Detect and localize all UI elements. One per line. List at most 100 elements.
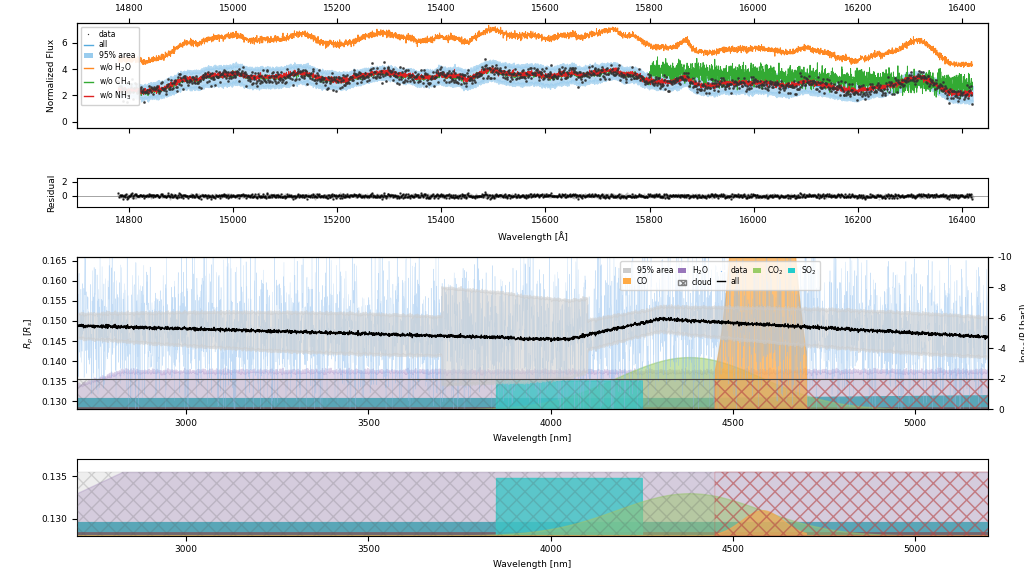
Point — [122, 190, 138, 199]
Point — [343, 192, 359, 201]
Point — [779, 192, 796, 201]
Point — [572, 190, 589, 199]
Point — [118, 78, 134, 88]
Point — [437, 71, 454, 81]
Point — [561, 192, 578, 201]
Point — [629, 191, 645, 200]
Point — [467, 190, 483, 199]
Point — [560, 191, 577, 200]
Point — [375, 191, 391, 200]
Point — [937, 191, 953, 200]
Point — [640, 70, 656, 79]
Point — [691, 76, 708, 85]
Point — [505, 69, 521, 78]
Point — [674, 190, 690, 199]
Point — [404, 75, 421, 85]
Point — [571, 192, 588, 201]
Point — [484, 191, 501, 200]
Point — [583, 66, 599, 75]
Point — [167, 190, 183, 199]
Point — [573, 192, 590, 202]
Point — [964, 191, 980, 200]
Point — [817, 192, 834, 201]
Point — [720, 191, 736, 200]
Point — [684, 191, 700, 200]
Point — [821, 85, 838, 94]
Point — [322, 78, 338, 88]
Point — [568, 192, 585, 202]
Point — [679, 192, 695, 202]
Point — [877, 192, 893, 201]
Point — [962, 191, 978, 200]
Point — [201, 191, 217, 200]
Point — [125, 192, 141, 202]
Point — [647, 78, 664, 88]
Point — [160, 74, 176, 83]
Point — [889, 78, 905, 87]
Point — [119, 191, 135, 200]
Point — [927, 193, 943, 202]
Point — [276, 192, 293, 202]
Point — [157, 192, 173, 201]
Point — [726, 192, 742, 201]
Point — [337, 190, 353, 199]
Point — [577, 190, 593, 199]
Point — [812, 191, 828, 200]
Point — [792, 69, 808, 78]
Point — [551, 65, 567, 74]
Point — [221, 192, 238, 202]
Point — [634, 191, 650, 200]
Point — [534, 65, 550, 74]
Point — [353, 193, 370, 202]
Point — [456, 190, 472, 199]
Point — [547, 71, 563, 81]
Point — [559, 191, 575, 200]
Point — [529, 65, 546, 74]
Point — [386, 70, 402, 79]
Point — [255, 65, 271, 74]
Point — [598, 192, 614, 202]
Point — [388, 192, 404, 201]
Point — [256, 192, 272, 201]
Point — [783, 190, 800, 199]
Point — [231, 193, 248, 202]
Point — [647, 192, 664, 201]
Point — [397, 190, 414, 199]
Point — [184, 190, 201, 199]
Point — [215, 71, 231, 81]
Point — [635, 192, 651, 201]
Point — [205, 74, 221, 84]
Point — [621, 191, 637, 200]
Point — [906, 192, 923, 201]
Point — [328, 192, 344, 201]
Point — [515, 192, 531, 201]
Point — [121, 191, 137, 200]
Point — [145, 192, 162, 201]
Point — [202, 70, 218, 79]
Point — [713, 191, 729, 200]
Point — [808, 192, 824, 201]
Point — [274, 192, 291, 201]
Point — [769, 192, 785, 201]
Point — [635, 74, 651, 83]
Point — [381, 65, 397, 74]
Point — [201, 191, 217, 200]
Point — [243, 70, 259, 79]
Point — [923, 191, 939, 200]
Point — [397, 192, 414, 201]
Point — [699, 190, 716, 199]
Point — [731, 191, 748, 200]
Point — [764, 190, 780, 199]
Point — [246, 74, 262, 84]
Point — [455, 71, 471, 80]
Point — [866, 193, 883, 202]
Point — [211, 70, 227, 79]
Point — [602, 68, 618, 77]
Point — [279, 65, 295, 74]
Point — [311, 191, 328, 200]
Point — [658, 191, 675, 200]
Point — [618, 190, 635, 199]
Point — [891, 78, 907, 88]
Point — [246, 192, 262, 201]
Point — [283, 68, 299, 77]
